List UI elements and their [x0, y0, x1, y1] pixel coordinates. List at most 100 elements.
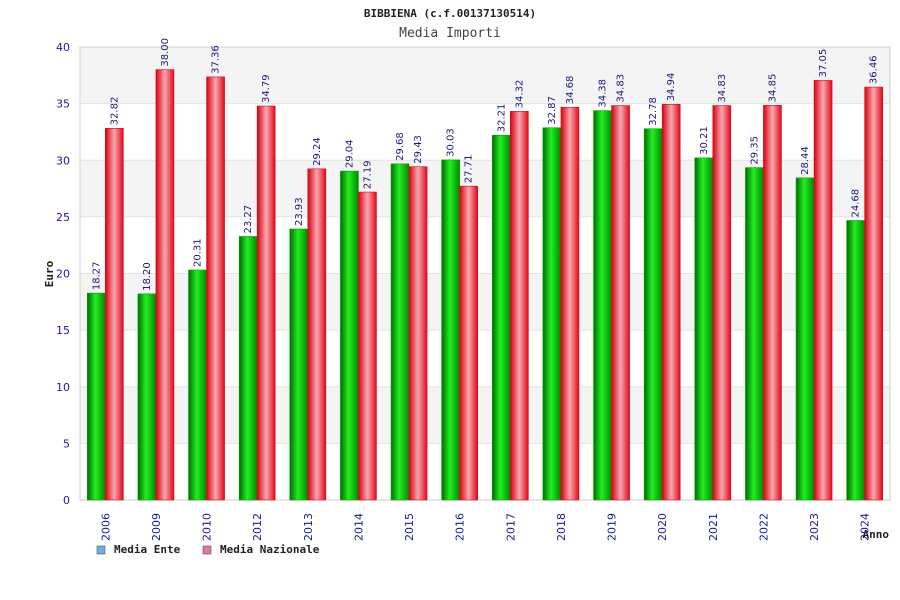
bar-media-ente-2021	[694, 157, 714, 501]
plot-area	[79, 46, 891, 501]
bar-media-nazionale-2009	[155, 69, 175, 501]
x-tick-label: 2015	[403, 513, 416, 541]
value-label: 37.05	[818, 49, 829, 78]
bar-media-ente-2009	[137, 293, 157, 501]
bar-media-nazionale-2020	[661, 104, 681, 501]
x-tick-label: 2018	[555, 513, 568, 541]
value-label: 34.32	[514, 80, 525, 109]
bar-media-ente-2006	[87, 292, 106, 501]
x-tick-label: 2006	[99, 513, 112, 541]
bar-media-ente-2012	[238, 236, 258, 501]
y-tick-label: 0	[63, 494, 70, 507]
x-tick-label: 2021	[707, 513, 720, 541]
bar-media-nazionale-2010	[206, 76, 225, 501]
x-tick-label: 2012	[251, 513, 264, 541]
bar-media-ente-2018	[542, 127, 562, 501]
value-label: 18.27	[91, 261, 102, 290]
bar-media-ente-2023	[795, 177, 815, 501]
bar-media-ente-2017	[492, 134, 511, 501]
bar-media-ente-2020	[643, 128, 663, 501]
bar-media-nazionale-2013	[307, 168, 327, 501]
bar-media-nazionale-2019	[611, 105, 630, 501]
bar-media-ente-2013	[289, 228, 309, 501]
bar-media-nazionale-2023	[813, 80, 833, 501]
legend-label-media-nazionale: Media Nazionale	[220, 543, 320, 556]
x-axis-label: Anno	[863, 528, 890, 541]
value-label: 29.04	[344, 139, 355, 168]
bar-media-nazionale-2017	[510, 111, 529, 501]
value-label: 29.24	[312, 137, 323, 166]
bar-media-ente-2015	[390, 163, 410, 501]
value-label: 20.31	[193, 238, 204, 267]
x-tick-label: 2020	[656, 513, 669, 541]
bar-media-ente-2010	[188, 269, 207, 501]
x-tick-label: 2013	[302, 513, 315, 541]
x-tick-label: 2009	[150, 513, 163, 541]
x-tick-label: 2017	[504, 513, 517, 541]
x-tick-label: 2010	[201, 513, 214, 541]
bar-media-ente-2016	[441, 159, 460, 501]
value-label: 18.20	[142, 262, 153, 291]
value-label: 34.94	[666, 73, 677, 102]
y-tick-label: 20	[56, 268, 70, 281]
y-tick-label: 35	[56, 98, 70, 111]
value-labels: 18.27 32.82 18.20 38.00 20.31 37.36 23.27 34.79…	[91, 38, 879, 291]
value-label: 29.68	[395, 132, 406, 161]
value-label: 32.78	[648, 97, 659, 126]
y-tick-label: 30	[56, 154, 70, 167]
y-tick-label: 40	[56, 41, 70, 54]
bar-media-nazionale-2024	[864, 86, 883, 501]
value-label: 34.68	[565, 76, 576, 105]
value-label: 27.19	[362, 160, 373, 189]
value-label: 28.44	[800, 146, 811, 175]
value-label: 37.36	[211, 45, 222, 74]
value-label: 30.03	[446, 128, 457, 157]
legend: Media Ente Media Nazionale	[96, 543, 320, 556]
value-label: 24.68	[851, 189, 862, 218]
x-axis-ticks: 2006 2009 2010 2012 2013 2014 2015 2016 2017 2018…	[99, 513, 871, 541]
chart-subtitle: Media Importi	[399, 26, 501, 41]
bar-media-nazionale-2021	[712, 105, 732, 501]
value-label: 29.35	[749, 136, 760, 165]
value-label: 30.21	[699, 126, 710, 155]
legend-swatch-media-nazionale	[202, 545, 212, 555]
value-label: 38.00	[160, 38, 171, 67]
value-label: 27.71	[464, 155, 475, 184]
x-tick-label: 2016	[454, 513, 467, 541]
value-label: 32.87	[547, 96, 558, 125]
bars	[87, 69, 883, 501]
value-label: 32.82	[109, 97, 120, 126]
x-tick-label: 2024	[859, 513, 872, 541]
legend-label-media-ente: Media Ente	[114, 543, 181, 556]
bar-media-ente-2024	[846, 220, 865, 501]
bar-media-nazionale-2006	[105, 128, 124, 501]
bar-media-nazionale-2022	[763, 105, 782, 501]
chart-title: BIBBIENA (c.f.00137130514)	[364, 7, 536, 20]
value-label: 36.46	[869, 55, 880, 84]
bar-media-nazionale-2018	[560, 106, 580, 501]
value-label: 34.83	[717, 74, 728, 103]
y-tick-label: 15	[56, 324, 70, 337]
bar-media-nazionale-2015	[408, 166, 428, 501]
y-tick-label: 10	[56, 381, 70, 394]
y-axis-label: Euro	[43, 260, 56, 287]
bar-media-ente-2019	[593, 110, 612, 501]
value-label: 34.85	[767, 74, 778, 103]
value-label: 34.79	[261, 74, 272, 103]
bar-media-nazionale-2012	[256, 105, 276, 501]
legend-swatch-media-ente	[96, 545, 106, 555]
bar-media-ente-2022	[745, 167, 764, 501]
bar-media-nazionale-2014	[358, 191, 377, 501]
value-label: 34.83	[616, 74, 627, 103]
value-label: 23.27	[243, 205, 254, 234]
y-tick-label: 25	[56, 211, 70, 224]
x-tick-label: 2023	[808, 513, 821, 541]
value-label: 32.21	[496, 104, 507, 133]
x-tick-label: 2019	[606, 513, 619, 541]
y-axis-ticks: 0 5 10 15 20 25 30 35 40	[56, 41, 70, 507]
x-tick-label: 2014	[352, 513, 365, 541]
value-label: 29.43	[413, 135, 424, 164]
value-label: 23.93	[294, 197, 305, 226]
bar-media-ente-2014	[340, 170, 359, 501]
